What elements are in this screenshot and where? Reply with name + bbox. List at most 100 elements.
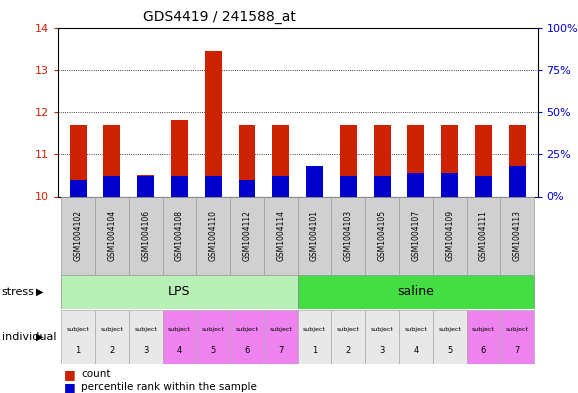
Bar <box>197 310 230 364</box>
Text: subject: subject <box>438 327 461 332</box>
Text: subject: subject <box>269 327 292 332</box>
Bar <box>272 125 289 196</box>
Text: ▶: ▶ <box>36 332 43 342</box>
Text: subject: subject <box>370 327 394 332</box>
Text: GSM1004103: GSM1004103 <box>344 210 353 261</box>
Text: GSM1004108: GSM1004108 <box>175 210 184 261</box>
Text: 3: 3 <box>379 346 385 355</box>
Bar <box>69 180 87 196</box>
Bar <box>501 310 534 364</box>
Bar <box>129 196 162 275</box>
Text: 6: 6 <box>244 346 250 355</box>
Bar <box>298 275 534 309</box>
Bar <box>61 196 95 275</box>
Bar <box>103 125 120 196</box>
Bar <box>69 125 87 196</box>
Text: 2: 2 <box>346 346 351 355</box>
Bar <box>205 51 221 196</box>
Text: saline: saline <box>398 285 434 298</box>
Text: ■: ■ <box>64 367 75 381</box>
Bar <box>129 310 162 364</box>
Bar <box>95 310 129 364</box>
Bar <box>441 125 458 196</box>
Bar <box>365 196 399 275</box>
Text: 1: 1 <box>76 346 81 355</box>
Text: GSM1004104: GSM1004104 <box>108 210 116 261</box>
Text: 5: 5 <box>210 346 216 355</box>
Text: GSM1004105: GSM1004105 <box>377 210 387 261</box>
Text: 7: 7 <box>278 346 283 355</box>
Bar <box>197 196 230 275</box>
Text: subject: subject <box>66 327 90 332</box>
Text: subject: subject <box>202 327 225 332</box>
Text: individual: individual <box>2 332 56 342</box>
Text: subject: subject <box>506 327 529 332</box>
Text: 4: 4 <box>413 346 418 355</box>
Text: 6: 6 <box>481 346 486 355</box>
Bar <box>399 310 433 364</box>
Bar <box>171 120 188 196</box>
Bar <box>340 125 357 196</box>
Text: GSM1004107: GSM1004107 <box>412 210 420 261</box>
Bar <box>374 125 391 196</box>
Text: subject: subject <box>472 327 495 332</box>
Text: percentile rank within the sample: percentile rank within the sample <box>81 382 257 392</box>
Bar <box>433 310 466 364</box>
Bar <box>306 166 323 196</box>
Bar <box>407 173 424 196</box>
Text: count: count <box>81 369 110 379</box>
Text: GSM1004102: GSM1004102 <box>73 210 83 261</box>
Text: 3: 3 <box>143 346 149 355</box>
Text: subject: subject <box>134 327 157 332</box>
Bar <box>501 196 534 275</box>
Text: subject: subject <box>405 327 427 332</box>
Bar <box>162 310 197 364</box>
Bar <box>239 180 255 196</box>
Text: GSM1004109: GSM1004109 <box>445 210 454 261</box>
Bar <box>230 310 264 364</box>
Bar <box>374 176 391 196</box>
Text: GSM1004101: GSM1004101 <box>310 210 319 261</box>
Bar <box>441 173 458 196</box>
Bar <box>331 310 365 364</box>
Text: 7: 7 <box>514 346 520 355</box>
Bar <box>399 196 433 275</box>
Bar <box>264 196 298 275</box>
Bar <box>466 196 501 275</box>
Text: 1: 1 <box>312 346 317 355</box>
Bar <box>95 196 129 275</box>
Text: LPS: LPS <box>168 285 191 298</box>
Bar <box>475 176 492 196</box>
Bar <box>162 196 197 275</box>
Bar <box>264 310 298 364</box>
Text: 4: 4 <box>177 346 182 355</box>
Text: ▶: ▶ <box>36 287 43 297</box>
Bar <box>137 176 154 196</box>
Bar <box>298 196 331 275</box>
Text: GSM1004111: GSM1004111 <box>479 210 488 261</box>
Bar <box>509 166 526 196</box>
Bar <box>230 196 264 275</box>
Text: subject: subject <box>236 327 258 332</box>
Bar <box>433 196 466 275</box>
Bar <box>407 125 424 196</box>
Bar <box>340 176 357 196</box>
Bar <box>272 176 289 196</box>
Text: GSM1004110: GSM1004110 <box>209 210 218 261</box>
Bar <box>171 176 188 196</box>
Text: GSM1004106: GSM1004106 <box>141 210 150 261</box>
Text: GSM1004112: GSM1004112 <box>243 210 251 261</box>
Bar <box>61 275 298 309</box>
Text: subject: subject <box>337 327 360 332</box>
Bar <box>298 310 331 364</box>
Text: subject: subject <box>168 327 191 332</box>
Text: 5: 5 <box>447 346 453 355</box>
Bar <box>205 176 221 196</box>
Bar <box>137 175 154 196</box>
Bar <box>509 125 526 196</box>
Bar <box>466 310 501 364</box>
Text: ■: ■ <box>64 380 75 393</box>
Text: 2: 2 <box>109 346 114 355</box>
Text: subject: subject <box>303 327 326 332</box>
Bar <box>365 310 399 364</box>
